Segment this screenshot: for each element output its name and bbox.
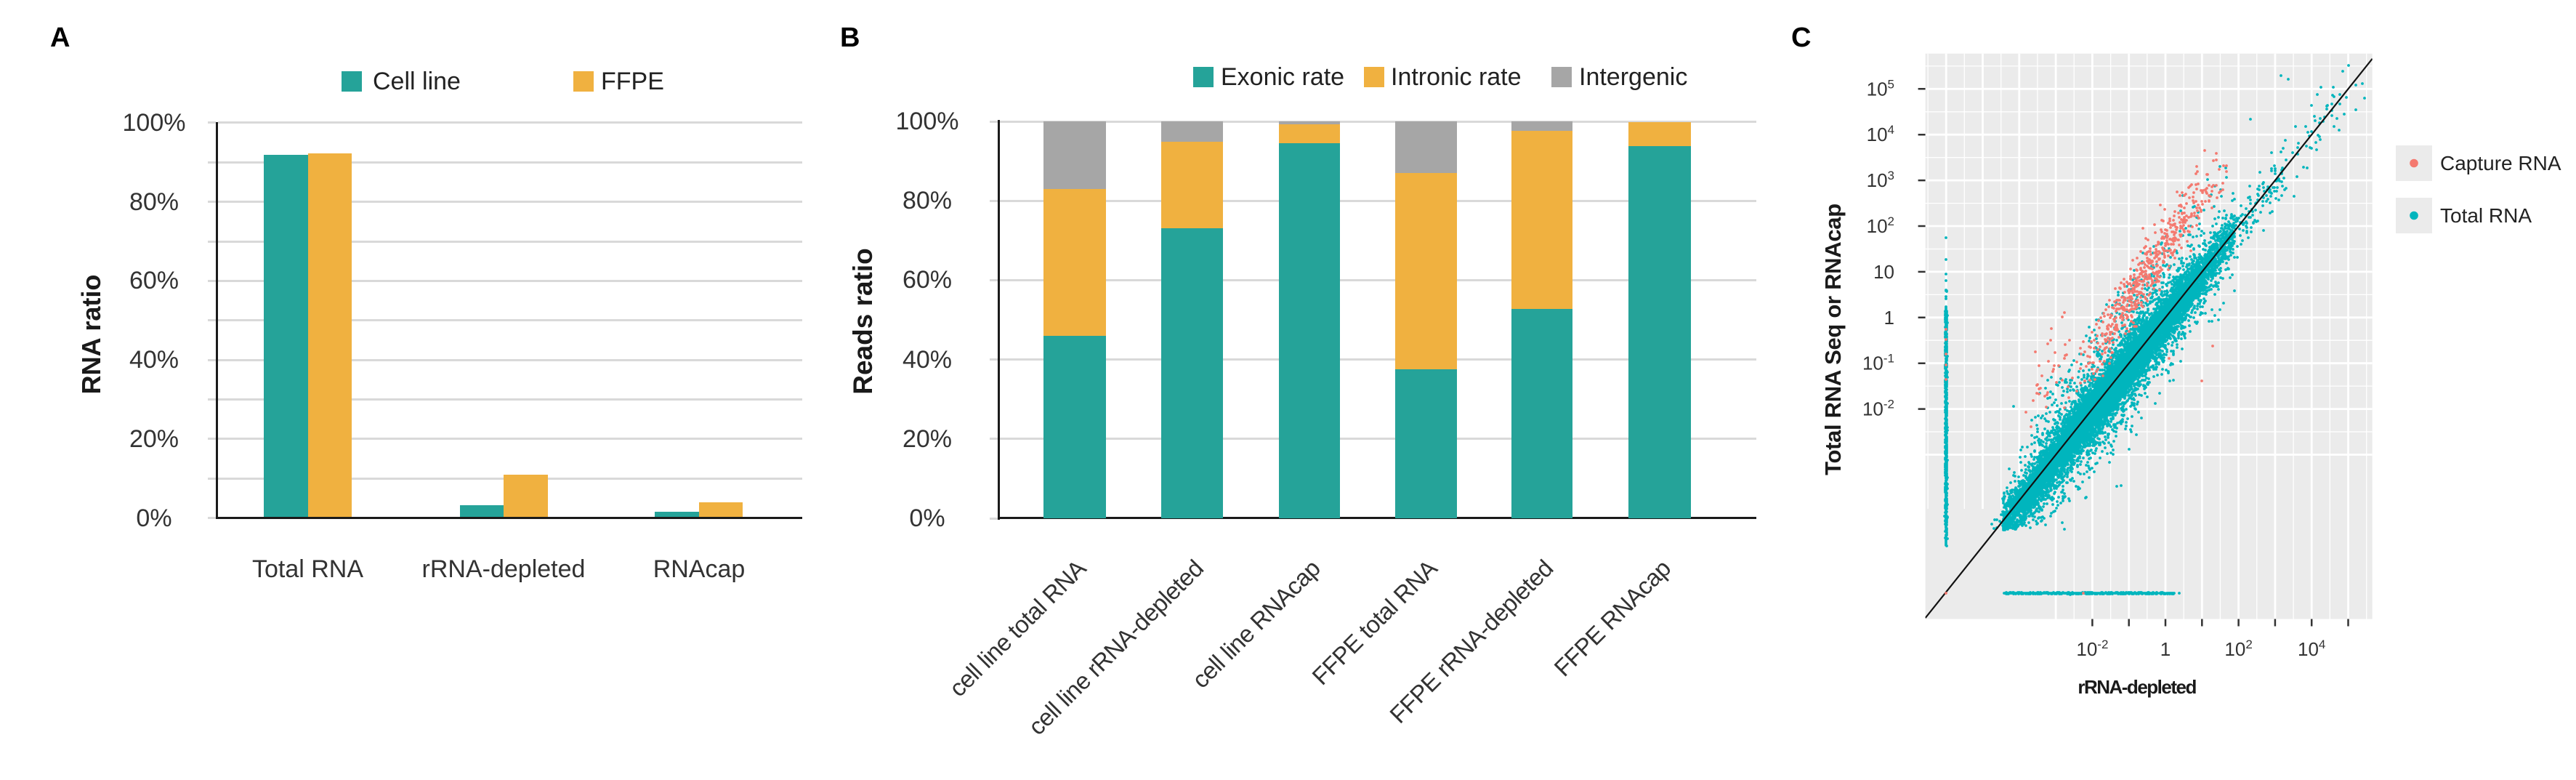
svg-text:rRNA-depleted: rRNA-depleted bbox=[2078, 676, 2196, 698]
svg-text:10-2: 10-2 bbox=[2076, 638, 2108, 660]
svg-text:1: 1 bbox=[1884, 307, 1894, 329]
svg-text:104: 104 bbox=[2298, 638, 2325, 660]
svg-text:10: 10 bbox=[1873, 261, 1894, 283]
svg-text:102: 102 bbox=[2224, 638, 2252, 660]
svg-text:Capture RNA: Capture RNA bbox=[2440, 152, 2561, 174]
svg-text:104: 104 bbox=[1867, 123, 1894, 145]
svg-text:10-1: 10-1 bbox=[1862, 352, 1894, 374]
svg-text:10-2: 10-2 bbox=[1862, 398, 1894, 420]
svg-text:Total RNA: Total RNA bbox=[2440, 204, 2532, 227]
svg-text:102: 102 bbox=[1867, 214, 1894, 237]
svg-text:Total RNA Seq or RNAcap: Total RNA Seq or RNAcap bbox=[1820, 204, 1846, 475]
svg-text:103: 103 bbox=[1867, 169, 1894, 191]
svg-text:1: 1 bbox=[2160, 638, 2171, 660]
svg-text:105: 105 bbox=[1867, 77, 1894, 100]
